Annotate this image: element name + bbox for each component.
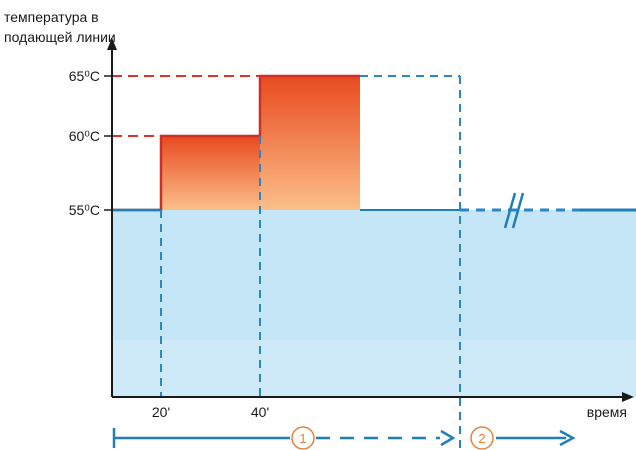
step-60-block: [161, 136, 260, 210]
phase-1-arrow-icon: [440, 429, 456, 447]
break-mark-stroke-1: [503, 192, 517, 229]
y-axis-arrow-icon: [107, 38, 117, 50]
x-axis-arrow-icon: [622, 392, 634, 402]
step-65-block: [260, 76, 360, 210]
y-axis-label-line-2: подающей линии: [4, 29, 116, 45]
phase-1-number: 1: [299, 431, 306, 446]
x-axis-label: время: [587, 404, 627, 420]
x-tick-label-20: 20': [152, 404, 170, 420]
phase-1-badge: [291, 426, 315, 450]
y-tick-label-55: 55⁰C: [69, 202, 100, 218]
phase-2-badge: [470, 426, 494, 450]
phase-2-number: 2: [478, 431, 485, 446]
phase-2-arrow-icon: [559, 429, 576, 447]
x-tick-label-40: 40': [251, 404, 269, 420]
base-temperature-area-fade: [112, 340, 636, 397]
break-mark-stroke-2: [511, 192, 525, 229]
y-tick-label-60: 60⁰C: [69, 128, 100, 144]
y-axis-label-line-1: температура в: [4, 9, 99, 25]
y-tick-label-65: 65⁰C: [69, 68, 100, 84]
